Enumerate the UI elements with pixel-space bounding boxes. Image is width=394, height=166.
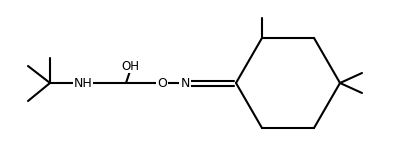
Text: N: N <box>180 77 190 89</box>
Text: OH: OH <box>121 59 139 73</box>
Text: O: O <box>157 77 167 89</box>
Text: NH: NH <box>74 77 92 89</box>
